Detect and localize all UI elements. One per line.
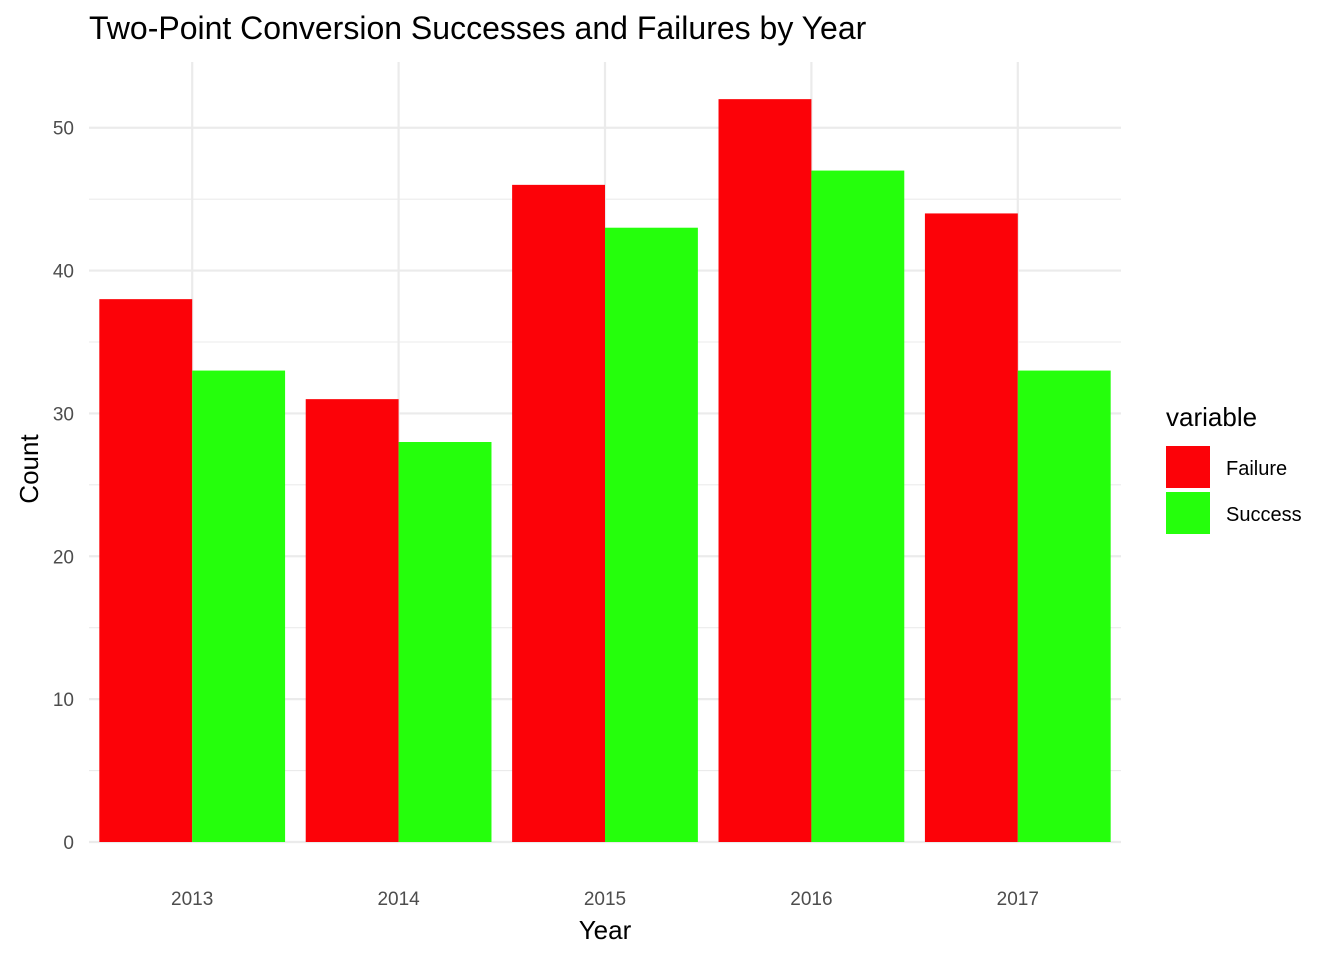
x-axis-tick-labels: 2013 2014 2015 2016 2017 bbox=[171, 889, 1039, 910]
x-tick-label: 2015 bbox=[584, 889, 626, 910]
bar-failure-2014 bbox=[305, 399, 399, 842]
bar-success-2016 bbox=[811, 170, 905, 843]
y-tick-label: 30 bbox=[53, 404, 74, 425]
x-tick-label: 2013 bbox=[171, 889, 213, 910]
y-axis-title: Count bbox=[14, 434, 44, 504]
legend-label-failure: Failure bbox=[1226, 458, 1287, 480]
x-tick-label: 2014 bbox=[377, 889, 420, 910]
legend-label-success: Success bbox=[1226, 504, 1302, 526]
bar-success-2014 bbox=[398, 442, 492, 842]
legend-key-failure bbox=[1166, 446, 1210, 488]
x-axis-title: Year bbox=[579, 915, 632, 945]
y-tick-label: 20 bbox=[53, 547, 74, 568]
y-tick-label: 10 bbox=[53, 690, 74, 711]
bar-failure-2015 bbox=[512, 184, 605, 842]
legend-title: variable bbox=[1166, 402, 1257, 432]
bar-failure-2013 bbox=[99, 299, 193, 843]
x-tick-label: 2016 bbox=[790, 889, 832, 910]
y-tick-label: 0 bbox=[63, 833, 74, 854]
bar-success-2017 bbox=[1017, 370, 1111, 842]
y-axis-tick-labels: 0 10 20 30 40 50 bbox=[53, 119, 74, 854]
bars bbox=[99, 99, 1111, 843]
legend: variable Failure Success bbox=[1166, 402, 1302, 534]
bar-failure-2017 bbox=[924, 213, 1018, 842]
bar-success-2015 bbox=[605, 227, 698, 842]
legend-key-success bbox=[1166, 492, 1210, 534]
y-tick-label: 50 bbox=[53, 119, 74, 140]
bar-success-2013 bbox=[192, 370, 286, 842]
x-tick-label: 2017 bbox=[997, 889, 1039, 910]
chart-title: Two-Point Conversion Successes and Failu… bbox=[89, 10, 867, 46]
bar-failure-2016 bbox=[718, 99, 812, 842]
y-tick-label: 40 bbox=[53, 262, 74, 283]
